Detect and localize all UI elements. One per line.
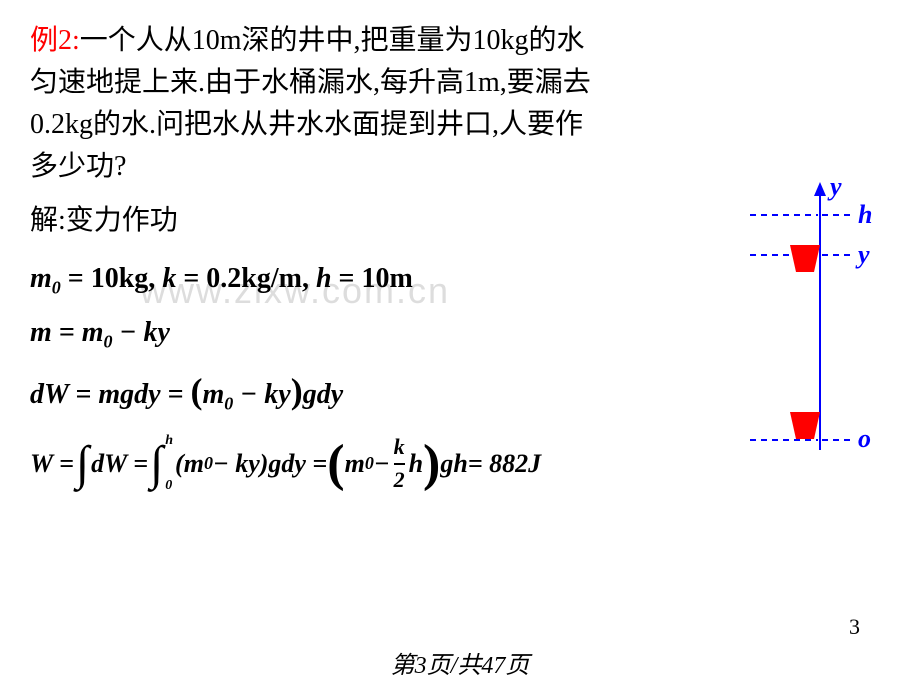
problem-statement: 例2:一个人从10m深的井中,把重量为10kg的水 匀速地提上来.由于水桶漏水,… [30,20,890,188]
equation-4: W = ∫ dW = ∫ h 0 (m0 − ky)gdy = ( m0 − k… [30,433,890,495]
eq1-sub: 0 [52,278,61,298]
equation-1: m0 = 10kg, k = 0.2kg/m, h = 10m [30,263,890,299]
eq2-rest: − ky [113,317,170,348]
problem-line2: 匀速地提上来.由于水桶漏水,每升高1m,要漏去 [30,67,591,98]
page-number: 3 [849,614,860,640]
fraction: k 2 [394,434,405,493]
integral-2: ∫ [150,440,163,488]
eq4-gh: gh [440,449,467,479]
lparen: ( [327,443,344,485]
equation-3: dW = mgdy = (m0 − ky) − ky)gdy [30,370,890,415]
eq4-pm: m [345,449,365,479]
eq1-k: k [155,263,176,294]
eq4-W: W = [30,449,74,479]
frac-den: 2 [394,467,405,493]
eq1-v1: = 10kg, [61,263,156,294]
integral-limits: h 0 [165,433,173,495]
eq3-sub: 0 [224,394,233,414]
eq2-left: m = m [30,317,104,348]
problem-line1: 一个人从10m深的井中,把重量为10kg的水 [80,25,585,56]
example-label: 例2: [30,25,80,56]
int-bot: 0 [165,478,173,495]
frac-num: k [394,434,405,460]
problem-line4: 多少功? [30,151,126,182]
eq4-h: h [409,449,423,479]
int-top: h [165,433,173,450]
integral-1: ∫ [76,440,89,488]
solution-label: 解:变力作功 [30,198,890,238]
frac-line [394,463,405,465]
eq3-left: dW = mgdy = [30,379,191,410]
eq4-minus: − [374,449,390,479]
eq2-sub: 0 [104,331,113,351]
eq4-i2: − ky)gdy = [213,449,327,479]
equation-2: m = m0 − ky [30,317,890,353]
eq4-isub: 0 [204,453,213,474]
eq1-m0: m [30,263,52,294]
problem-line3: 0.2kg的水.问把水从井水水面提到井口,人要作 [30,109,583,140]
eq3-end: gdy [303,379,343,410]
content-area: 例2:一个人从10m深的井中,把重量为10kg的水 匀速地提上来.由于水桶漏水,… [30,20,890,494]
eq4-psub: 0 [365,453,374,474]
page-footer: 第3页/共47页 [0,645,920,680]
eq1-v3: = 10m [332,263,413,294]
eq4-dW: dW = [91,449,148,479]
rparen: ) [423,443,440,485]
eq1-v2: = 0.2kg/m, [176,263,309,294]
eq4-result: = 882J [468,449,541,479]
eq1-h: h [309,263,332,294]
